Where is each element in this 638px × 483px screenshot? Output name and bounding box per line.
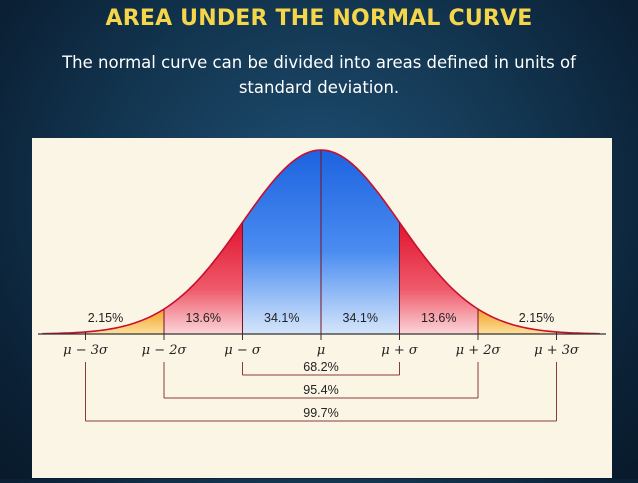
area-label-4: 34.1% (343, 311, 378, 325)
area-label-5: 13.6% (421, 311, 456, 325)
slide-title: AREA UNDER THE NORMAL CURVE (105, 6, 533, 31)
axis-label-6: μ + 2σ (456, 343, 502, 358)
bracket-label-2: 95.4% (303, 383, 338, 397)
bracket-2: 95.4% (163, 362, 479, 399)
bracket-3: 99.7% (85, 362, 557, 422)
axis-label-2: μ − 2σ (142, 343, 188, 358)
area-label-1: 2.15% (88, 311, 123, 325)
axis-label-1: μ − 3σ (63, 343, 109, 358)
axis-label-7: μ + 3σ (534, 343, 580, 358)
axis-label-5: μ + σ (381, 343, 419, 358)
axis-label-3: μ − σ (224, 343, 262, 358)
axis-label-4: μ (317, 343, 325, 358)
percentage-brackets: 68.2% 95.4% 99.7% (85, 360, 557, 422)
area-labels: 2.15% 13.6% 34.1% 34.1% 13.6% 2.15% (88, 311, 554, 325)
subtitle-line-1: The normal curve can be divided into are… (62, 53, 576, 72)
divider-lines (38, 149, 606, 335)
bracket-1: 68.2% (242, 360, 400, 376)
bracket-label-3: 99.7% (303, 406, 338, 420)
area-region-6 (478, 309, 557, 334)
area-region-1 (85, 309, 164, 334)
normal-curve-figure: 2.15% 13.6% 34.1% 34.1% 13.6% 2.15% μ − 3σ μ −… (32, 138, 612, 478)
x-axis: μ − 3σ μ − 2σ μ − σ μ μ + σ μ + 2σ μ + 3σ (63, 334, 580, 358)
area-label-6: 2.15% (519, 311, 554, 325)
area-label-2: 13.6% (186, 311, 221, 325)
normal-curve-diagram: 2.15% 13.6% 34.1% 34.1% 13.6% 2.15% μ − 3σ μ −… (32, 138, 612, 478)
slide-subtitle: The normal curve can be divided into are… (0, 50, 638, 100)
bracket-label-1: 68.2% (303, 360, 338, 374)
area-label-3: 34.1% (264, 311, 299, 325)
subtitle-line-2: standard deviation. (238, 78, 400, 97)
